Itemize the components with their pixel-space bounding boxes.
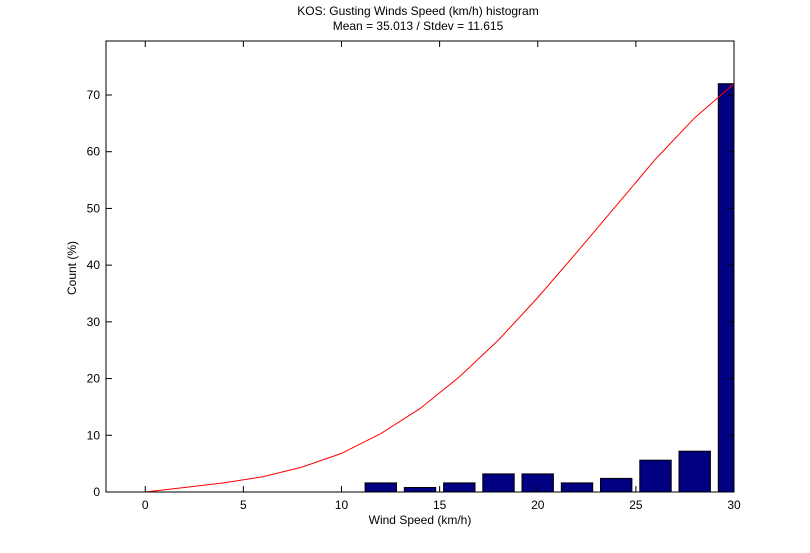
x-tick-label: 15 (433, 498, 447, 512)
histogram-bar (678, 450, 711, 493)
histogram-bar (717, 83, 735, 493)
histogram-bar (600, 477, 633, 493)
plot-area (106, 41, 734, 492)
y-axis-ticks: 0 10 20 30 40 50 60 70 (87, 88, 734, 499)
y-tick-label: 40 (87, 258, 101, 272)
x-tick-label: 30 (727, 498, 741, 512)
y-tick-label: 10 (87, 428, 101, 442)
histogram-bar (482, 473, 515, 493)
histogram-bar (403, 487, 437, 493)
y-tick-label: 60 (87, 145, 101, 159)
x-tick-label: 10 (335, 498, 349, 512)
y-tick-label: 0 (93, 485, 100, 499)
y-tick-label: 20 (87, 372, 101, 386)
x-tick-label: 5 (240, 498, 247, 512)
cumulative-curve (145, 83, 735, 493)
y-axis-label: Count (%) (65, 241, 79, 295)
bars-layer (364, 83, 735, 493)
chart-subtitle: Mean = 35.013 / Stdev = 11.615 (333, 19, 504, 33)
x-axis-ticks: 0 5 10 15 20 25 30 (142, 41, 741, 512)
chart-title: KOS: Gusting Winds Speed (km/h) histogra… (297, 4, 538, 18)
histogram-bar (364, 482, 398, 493)
histogram-bar (443, 482, 476, 493)
x-tick-label: 0 (142, 498, 149, 512)
y-tick-label: 30 (87, 315, 101, 329)
x-tick-label: 20 (531, 498, 545, 512)
histogram-bar (639, 459, 672, 493)
axes-box (105, 40, 735, 493)
y-tick-label: 70 (87, 88, 101, 102)
x-axis-label: Wind Speed (km/h) (369, 513, 472, 527)
y-tick-label: 50 (87, 201, 101, 215)
x-tick-label: 25 (629, 498, 643, 512)
histogram-bar (560, 482, 594, 493)
